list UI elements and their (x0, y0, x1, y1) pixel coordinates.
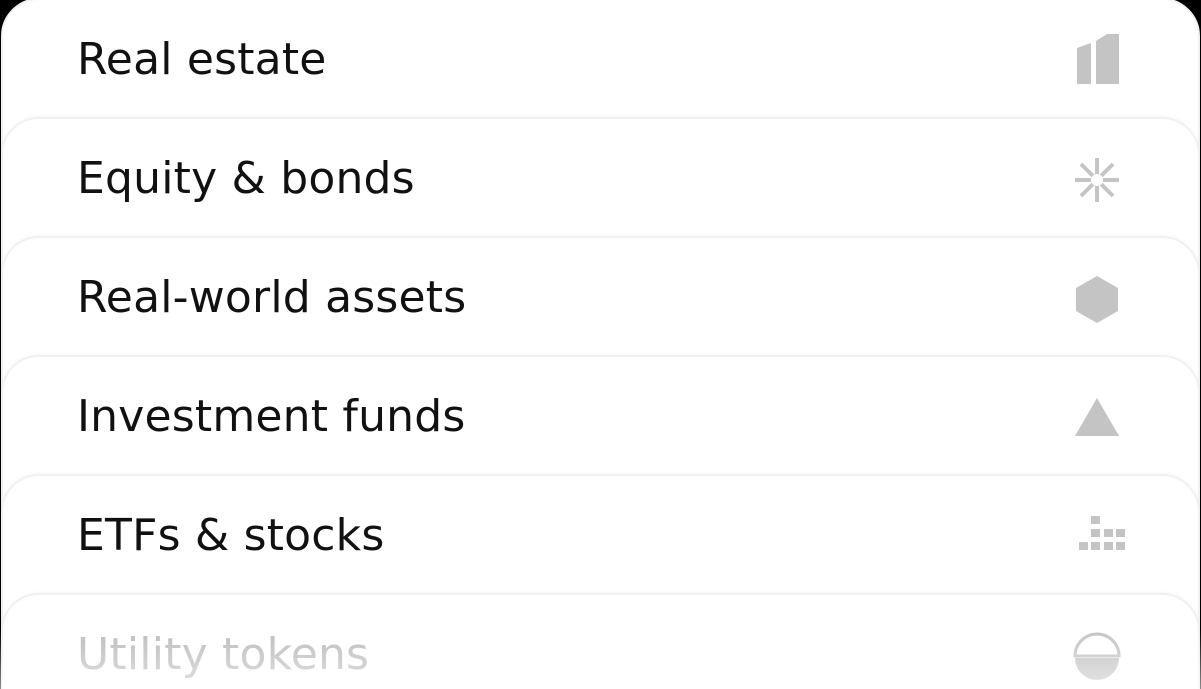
asterisk-icon (1075, 158, 1119, 202)
pixel-stairs-icon (1079, 516, 1125, 550)
building-icon (1077, 34, 1119, 84)
category-label: Investment funds (77, 391, 466, 442)
category-label: ETFs & stocks (77, 510, 385, 561)
category-label: Utility tokens (77, 629, 370, 680)
hexagon-icon (1076, 276, 1118, 323)
category-card-utility-tokens[interactable]: Utility tokens (1, 593, 1200, 689)
half-circle-icon (1073, 632, 1121, 680)
category-label: Real-world assets (77, 272, 467, 323)
triangle-icon (1075, 398, 1119, 436)
category-label: Equity & bonds (77, 153, 415, 204)
category-label: Real estate (77, 34, 327, 85)
